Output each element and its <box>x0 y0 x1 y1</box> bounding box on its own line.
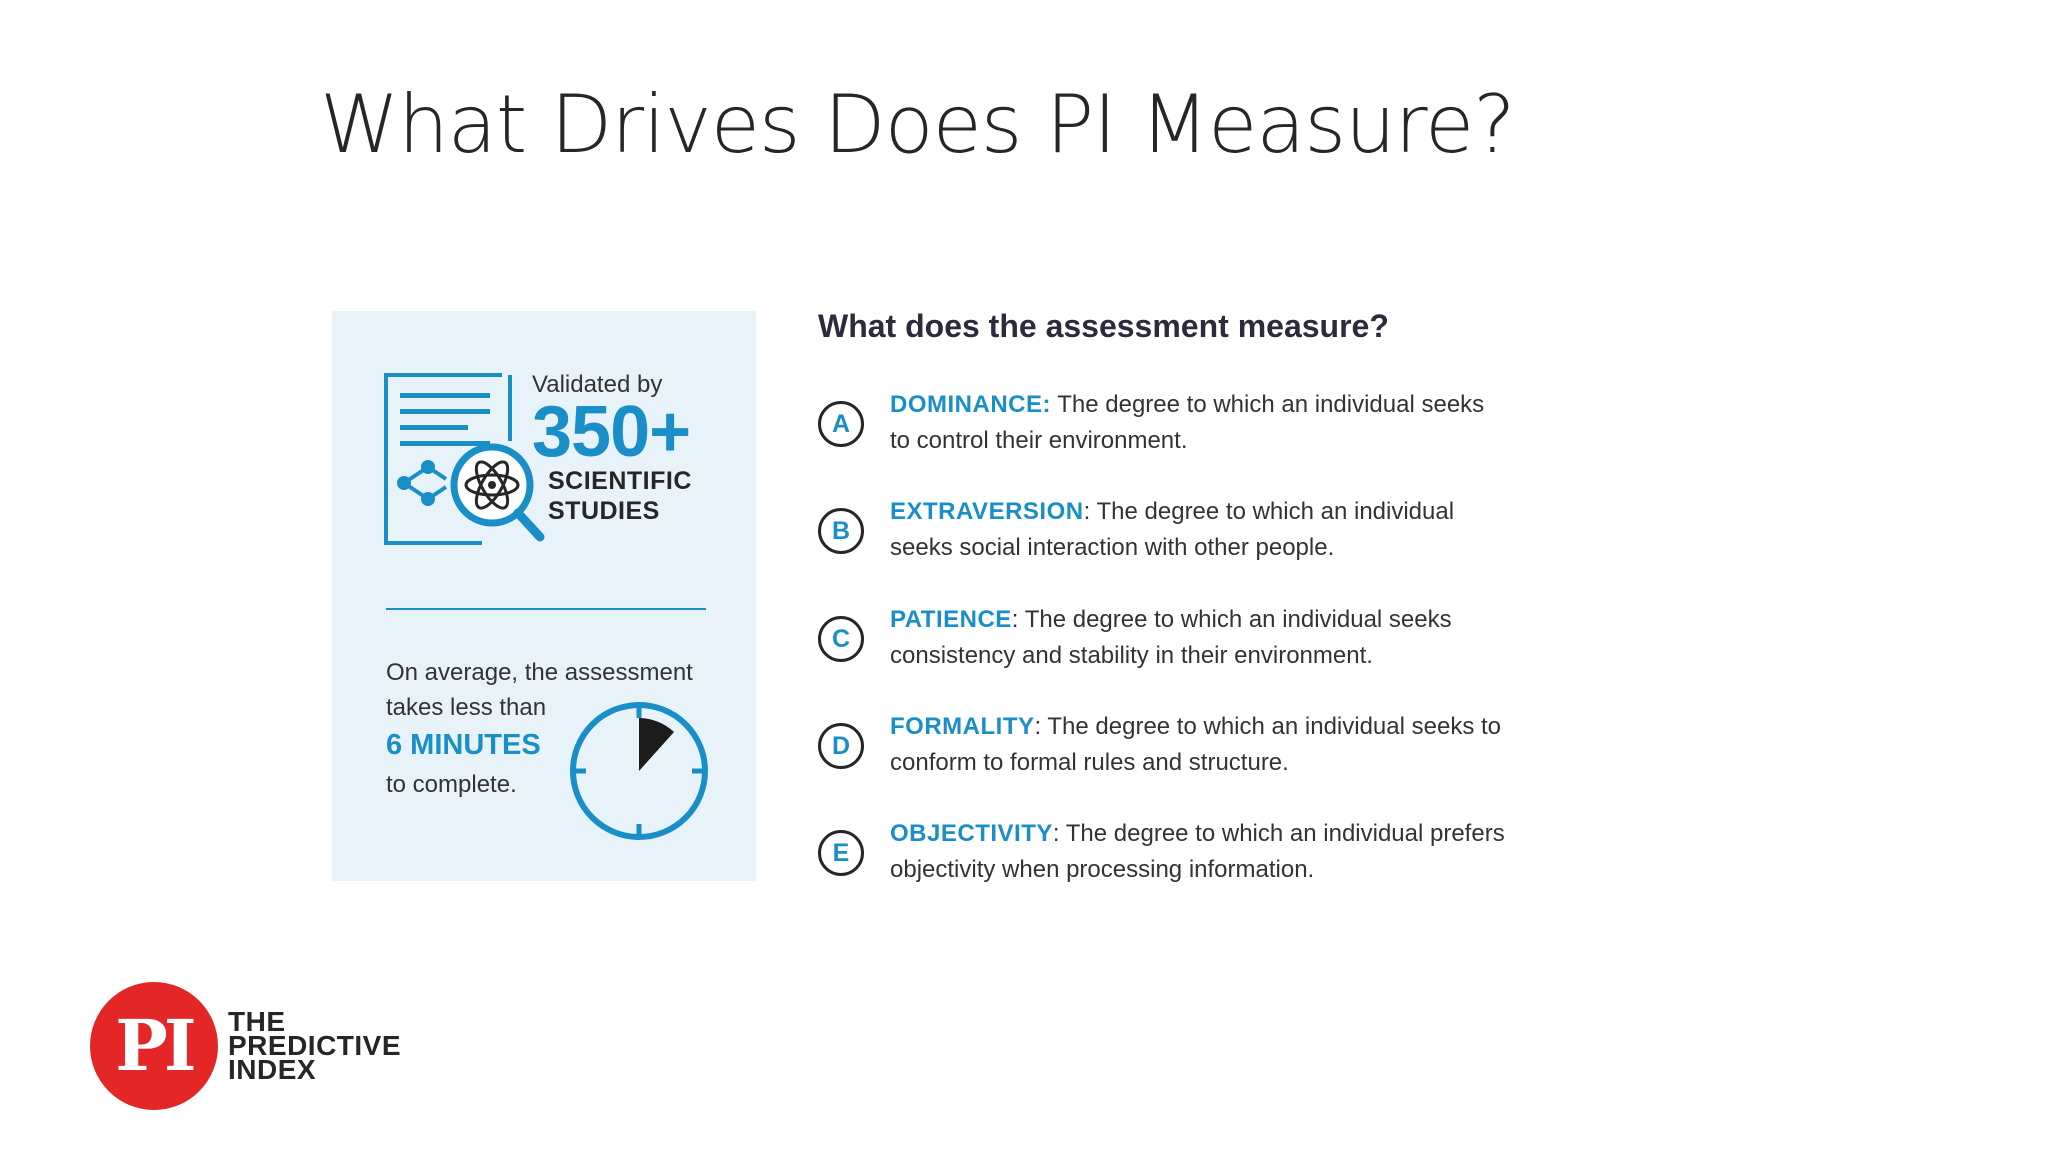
predictive-index-logo: PI THE PREDICTIVE INDEX <box>90 982 402 1112</box>
time-highlight: 6 MINUTES <box>386 729 541 761</box>
drive-item-formality: D FORMALITY: The degree to which an indi… <box>818 713 1501 799</box>
clock-icon <box>570 702 708 840</box>
drive-name: EXTRAVERSION <box>890 498 1084 525</box>
drive-item-extraversion: B EXTRAVERSION: The degree to which an i… <box>818 498 1498 584</box>
drive-letter-badge: E <box>818 830 864 876</box>
drive-item-patience: C PATIENCE: The degree to which an indiv… <box>818 606 1498 692</box>
pi-logo-circle: PI <box>90 982 218 1110</box>
info-card: Validated by 350+ SCIENTIFIC STUDIES On … <box>332 311 756 881</box>
drive-letter-badge: B <box>818 508 864 554</box>
drive-item-objectivity: E OBJECTIVITY: The degree to which an in… <box>818 820 1505 906</box>
drive-description: : The degree to which an individual seek… <box>890 498 1455 561</box>
slide-title: What Drives Does PI Measure? <box>320 78 1516 171</box>
time-text-line-2: takes less than <box>386 694 547 721</box>
drive-letter-badge: C <box>818 616 864 662</box>
drive-text: DOMINANCE: The degree to which an indivi… <box>890 387 1510 459</box>
pi-logo-wordmark: THE PREDICTIVE INDEX <box>228 1006 402 1085</box>
drive-letter-badge: A <box>818 401 864 447</box>
research-document-icon <box>384 373 545 545</box>
drive-description: The degree to which an individual seeks … <box>890 391 1485 454</box>
drive-name: OBJECTIVITY <box>890 820 1053 847</box>
measure-heading: What does the assessment measure? <box>818 308 1389 344</box>
drive-letter-badge: D <box>818 723 864 769</box>
drive-name: DOMINANCE: <box>890 391 1051 418</box>
drive-name: FORMALITY <box>890 713 1035 740</box>
drive-text: OBJECTIVITY: The degree to which an indi… <box>890 816 1510 888</box>
studies-label: SCIENTIFIC STUDIES <box>548 467 692 525</box>
drive-description: : The degree to which an individual seek… <box>890 713 1501 776</box>
study-count: 350+ <box>532 392 691 472</box>
drive-description: : The degree to which an individual pref… <box>890 820 1505 883</box>
time-text-line-1: On average, the assessment <box>386 659 693 686</box>
drive-description: : The degree to which an individual seek… <box>890 606 1452 669</box>
validated-label: Validated by <box>532 371 663 398</box>
card-divider <box>386 608 706 610</box>
drive-name: PATIENCE <box>890 606 1012 633</box>
pi-logo-letters: PI <box>115 1004 196 1087</box>
drive-item-dominance: A DOMINANCE: The degree to which an indi… <box>818 391 1498 477</box>
drive-text: PATIENCE: The degree to which an individ… <box>890 602 1510 674</box>
time-text-line-3: to complete. <box>386 771 517 798</box>
drive-text: EXTRAVERSION: The degree to which an ind… <box>890 494 1510 566</box>
drive-text: FORMALITY: The degree to which an indivi… <box>890 709 1510 781</box>
